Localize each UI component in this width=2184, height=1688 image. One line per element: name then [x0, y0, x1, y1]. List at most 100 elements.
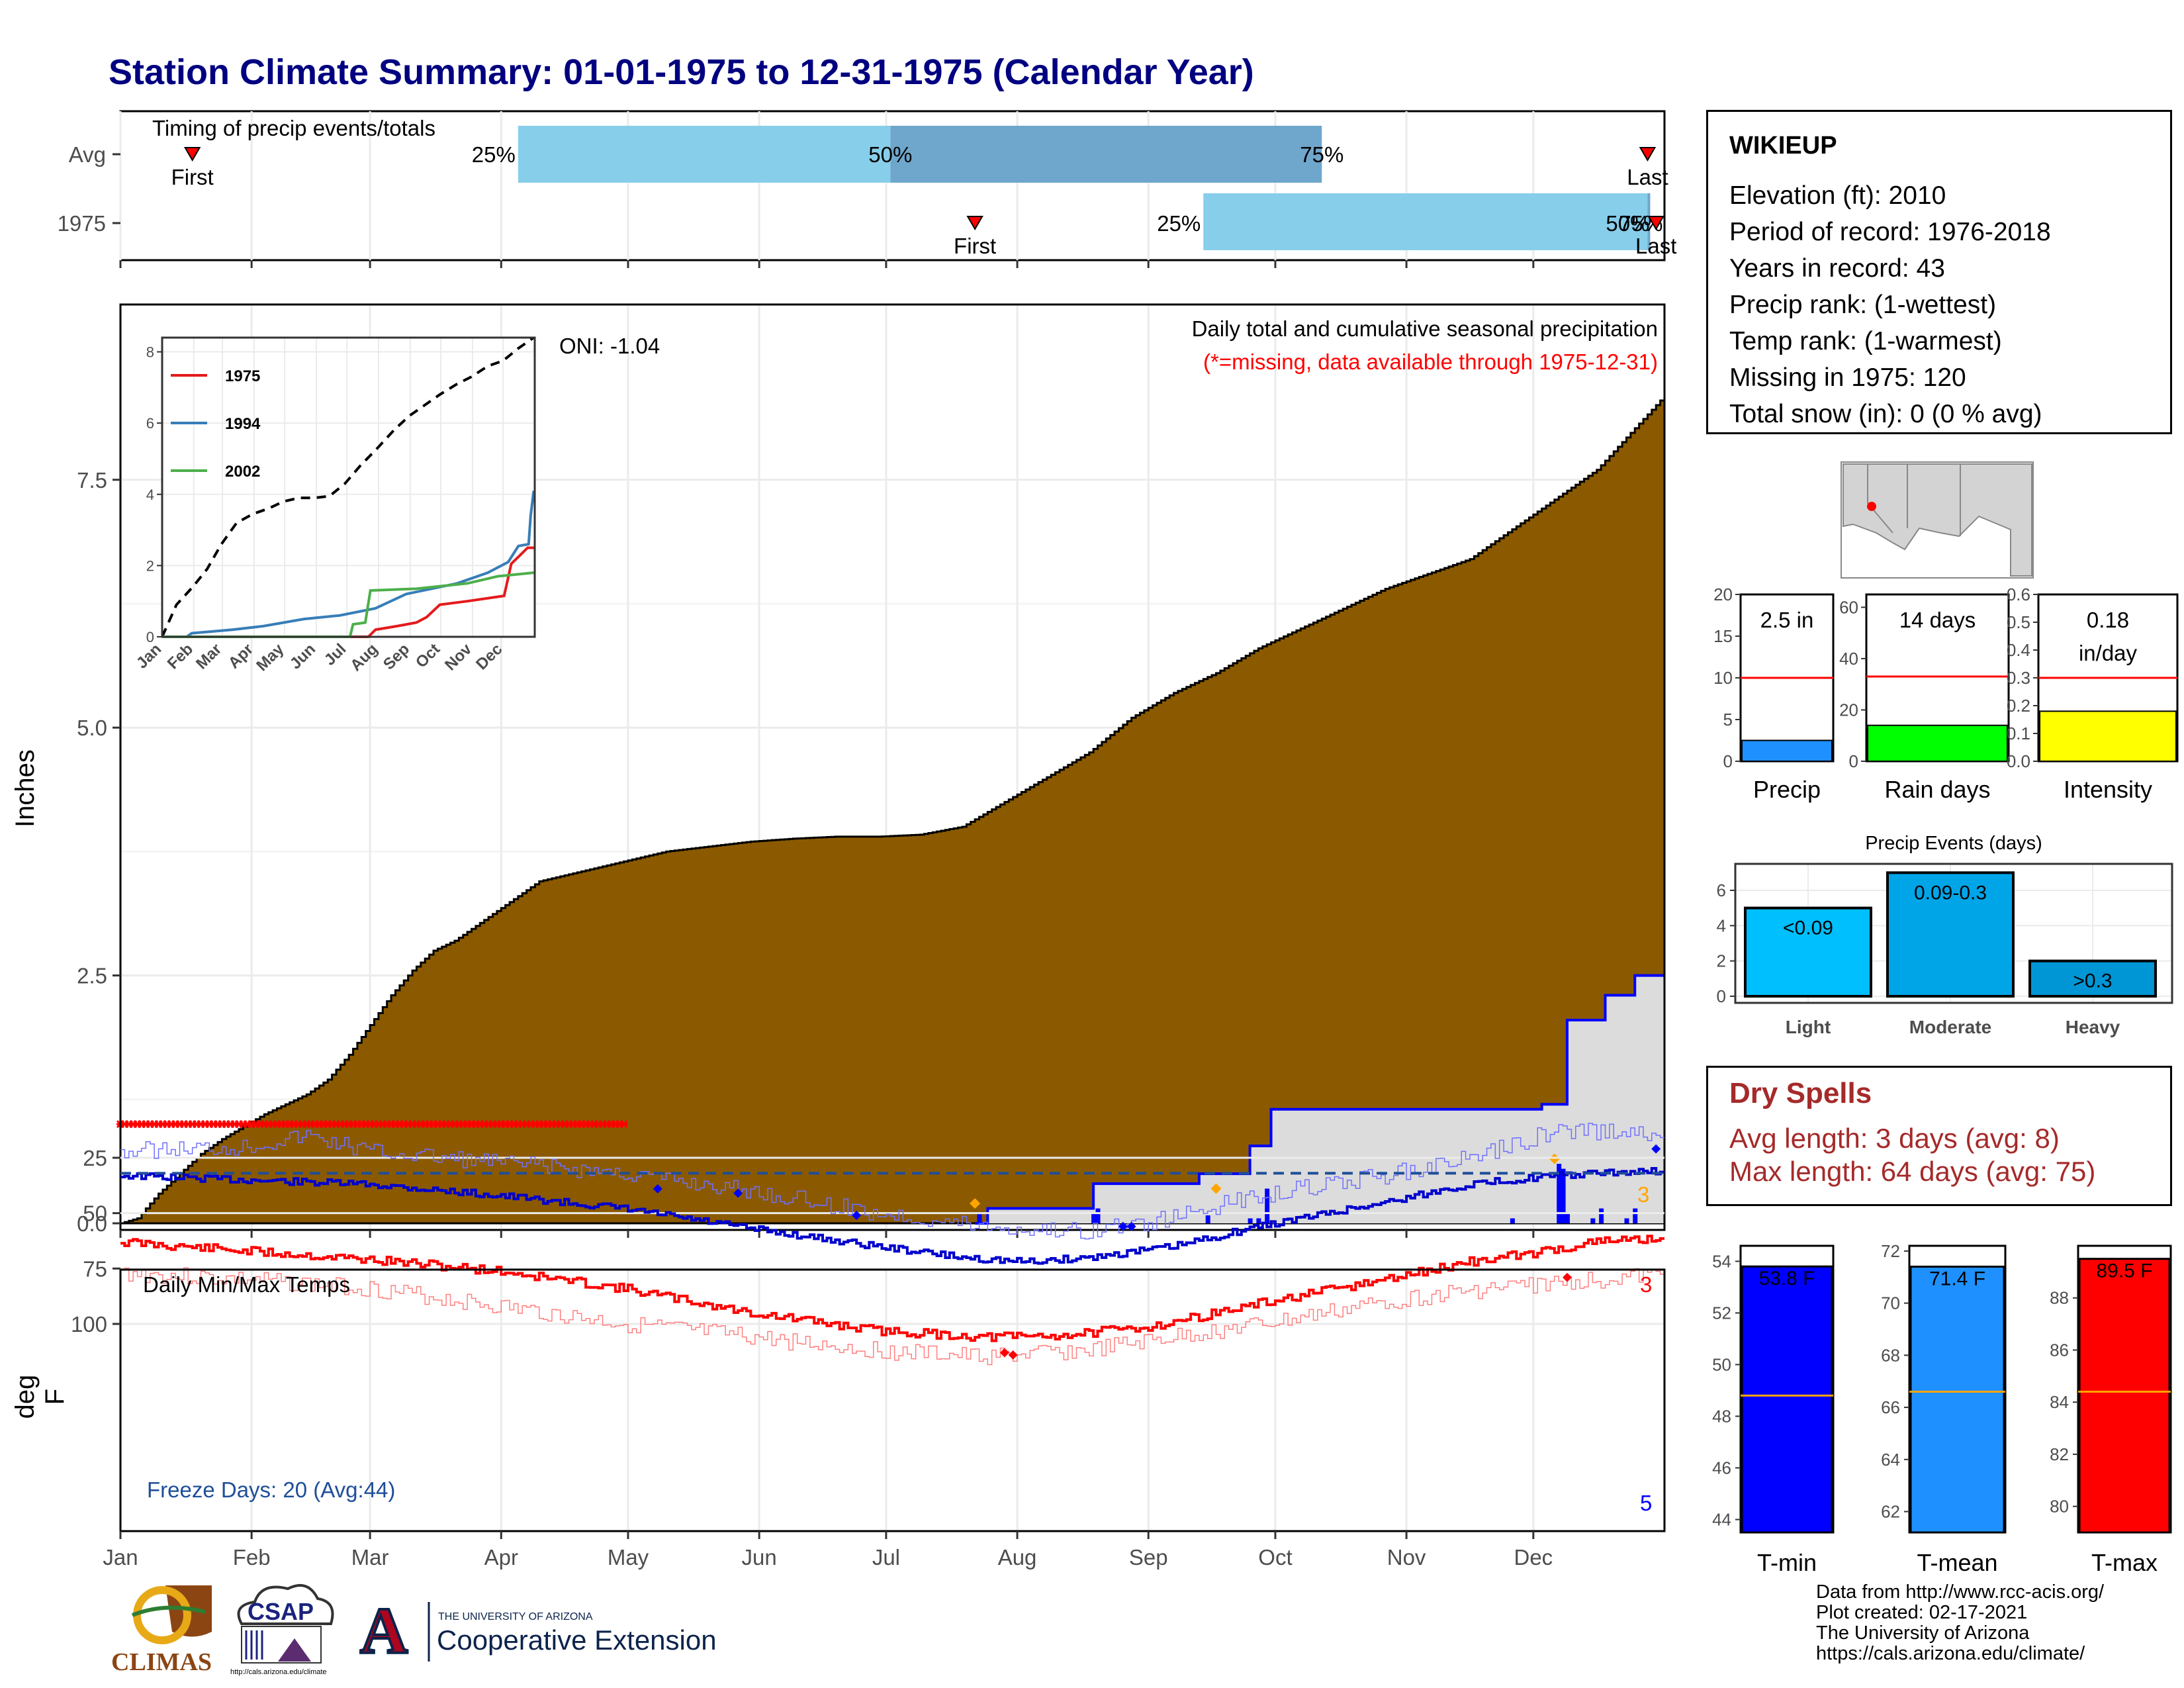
- mini-bar-tick-label: 0.6: [2007, 585, 2030, 604]
- mini-bar-category-label: Rain days: [1884, 776, 1990, 803]
- temp-bar-tick-label: 70: [1881, 1293, 1900, 1313]
- avg-max-line: [120, 1235, 1664, 1342]
- timing-band-50-75: [890, 126, 1322, 183]
- mini-bar-tick-label: 0: [1849, 751, 1858, 771]
- footer-data-source: Data from http://www.rcc-acis.org/: [1816, 1581, 2105, 1603]
- footer-credits: Data from http://www.rcc-acis.org/ Plot …: [1816, 1582, 2104, 1664]
- mini-bar-tick-label: 0: [1723, 751, 1733, 771]
- station-snow: Total snow (in): 0 (0 % avg): [1729, 400, 2042, 428]
- logos[interactable]: CLIMAS CSAP http://cals.arizona.edu/clim…: [106, 1579, 768, 1685]
- inset-y-tick-label: 6: [146, 415, 154, 432]
- csap-logo-text: CSAP: [248, 1598, 314, 1625]
- precip-y-axis-label: Inches: [11, 749, 40, 827]
- month-label: Feb: [233, 1545, 271, 1570]
- timing-band-50-75: [1647, 193, 1651, 250]
- timing-p50-label: 50%: [1606, 211, 1649, 236]
- events-y-tick-label: 4: [1717, 915, 1726, 935]
- mini-bar-value-label: 0.18: [2087, 608, 2129, 632]
- record-low-marker: [1118, 1221, 1128, 1231]
- record-low-marker: [1651, 1144, 1661, 1154]
- station-info-box: WIKIEUP Elevation (ft): 2010 Period of r…: [1706, 110, 2172, 434]
- mini-bar-tick-label: 0.4: [2007, 640, 2030, 660]
- mini-bar-tick-label: 15: [1713, 626, 1733, 646]
- mini-bar-tick-label: 10: [1713, 668, 1733, 688]
- month-label: Apr: [484, 1545, 518, 1570]
- month-label: Oct: [1258, 1545, 1292, 1570]
- inset-legend-label: 2002: [225, 463, 260, 481]
- timing-last-label: Last: [1627, 165, 1668, 189]
- daily-precip-bar: [1248, 1218, 1253, 1223]
- extreme-precip-marker: [1549, 1153, 1560, 1164]
- mini-bar-tick-label: 20: [1713, 585, 1733, 604]
- events-bar-bin-label: >0.3: [2073, 970, 2112, 992]
- main-charts: Timing of precip events/totals Avg 25% 50% 7…: [58, 110, 1676, 1570]
- timing-p25-label: 25%: [472, 142, 516, 167]
- temp-bar-t-mean: [1909, 1265, 2005, 1534]
- inset-y-tick-label: 4: [146, 487, 154, 503]
- mini-bar-value-label: 14 days: [1899, 608, 1976, 632]
- precip-y-tick-label: 2.5: [77, 964, 107, 988]
- station-years: Years in record: 43: [1729, 254, 1945, 283]
- temp-bar-tick-label: 50: [1712, 1354, 1731, 1374]
- record-high-marker: [1562, 1272, 1572, 1282]
- temp-y-tick-label: 50: [83, 1201, 107, 1226]
- footer-plot-created: Plot created: 02-17-2021: [1816, 1602, 2028, 1623]
- events-category-label: Light: [1786, 1017, 1831, 1037]
- daily-precip-bar: [1557, 1164, 1562, 1223]
- oni-label: ONI: -1.04: [559, 334, 660, 358]
- footer-university: The University of Arizona: [1816, 1622, 2030, 1644]
- csap-url: http://cals.arizona.edu/climate: [230, 1668, 327, 1676]
- extreme-count: 3: [1637, 1182, 1650, 1207]
- events-y-tick-label: 6: [1717, 880, 1726, 900]
- events-title: Precip Events (days): [1865, 833, 2042, 854]
- inset-y-tick-label: 2: [146, 557, 154, 574]
- timing-first-label: First: [954, 234, 996, 258]
- page-title: Station Climate Summary: 01-01-1975 to 1…: [109, 52, 1254, 92]
- month-label: Jan: [103, 1545, 138, 1570]
- climas-logo[interactable]: CLIMAS: [111, 1585, 212, 1676]
- timing-row-label: 1975: [58, 211, 106, 236]
- temp-bar-tick-label: 52: [1712, 1303, 1731, 1323]
- station-location-dot: [1867, 502, 1876, 511]
- station-missing: Missing in 1975: 120: [1729, 363, 1966, 392]
- dry-spells-box: Dry Spells Avg length: 3 days (avg: 8) M…: [1706, 1066, 2172, 1206]
- temp-bar-tick-label: 68: [1881, 1345, 1900, 1365]
- mini-bar-tick-label: 40: [1839, 649, 1858, 669]
- temp-bar-tick-label: 72: [1881, 1241, 1900, 1261]
- extreme-precip-marker: [1210, 1183, 1222, 1194]
- temp-bar-value-label: 89.5 F: [2096, 1260, 2152, 1282]
- timing-title: Timing of precip events/totals: [152, 116, 435, 140]
- mini-bar-tick-label: 0.2: [2007, 696, 2030, 716]
- month-label: Jun: [742, 1545, 777, 1570]
- month-label: Nov: [1387, 1545, 1426, 1570]
- record-low-marker: [1126, 1221, 1136, 1231]
- events-category-label: Heavy: [2066, 1017, 2120, 1037]
- dry-spells-title: Dry Spells: [1729, 1077, 1872, 1109]
- precip-header: Daily total and cumulative seasonal prec…: [1191, 316, 1658, 341]
- mini-bar-rain-days: [1867, 724, 2008, 763]
- university-of-arizona-logo[interactable]: A THE UNIVERSITY OF ARIZONA Cooperative …: [359, 1593, 717, 1669]
- csap-logo[interactable]: CSAP http://cals.arizona.edu/climate: [230, 1584, 334, 1676]
- mini-bar-tick-label: 0.5: [2007, 612, 2030, 632]
- missing-day-marker: [619, 1120, 628, 1129]
- 1975-cumulative-precip-line: [975, 974, 1664, 1225]
- daily-precip-bar: [1205, 1215, 1210, 1223]
- inset-average-line: [161, 336, 535, 637]
- missing-note: (*=missing, data available through 1975-…: [1203, 350, 1658, 374]
- daily-precip-bar: [1091, 1213, 1097, 1223]
- timing-p50-label: 50%: [868, 142, 912, 167]
- temp-y-axis-label: deg F: [11, 1374, 69, 1419]
- temp-bar-tick-label: 84: [2050, 1392, 2069, 1412]
- record-max-line: [120, 1267, 1664, 1366]
- mini-bar-tick-label: 0.1: [2007, 724, 2030, 743]
- temp-bar-tick-label: 54: [1712, 1251, 1731, 1271]
- temp-y-tick-label: 25: [83, 1146, 107, 1170]
- dry-spells-max: Max length: 64 days (avg: 75): [1729, 1156, 2096, 1187]
- inset-line-2002: [162, 571, 534, 638]
- mini-bar-category-label: Intensity: [2064, 776, 2152, 803]
- record-high-marker: [1008, 1350, 1018, 1360]
- temp-bar-tick-label: 66: [1881, 1397, 1900, 1417]
- daily-precip-bar: [1265, 1188, 1270, 1223]
- record-high-marker: [999, 1348, 1009, 1358]
